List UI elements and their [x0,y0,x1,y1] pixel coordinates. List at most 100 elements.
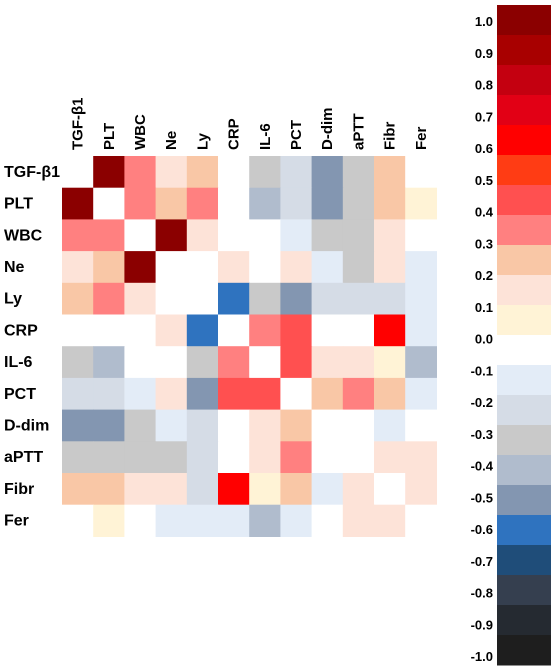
heatmap-cell [311,251,344,284]
heatmap-cell [249,377,281,411]
heatmap-cell [405,314,437,347]
color-scale-swatch [497,485,551,516]
heatmap-cell [186,504,219,537]
color-scale-tick-label: 1.0 [475,14,493,29]
heatmap-cell [155,377,188,411]
heatmap-cell [155,441,188,474]
color-scale-swatch [497,125,551,156]
heatmap-cell [280,346,313,379]
heatmap-cell [218,219,250,252]
heatmap-cell [311,314,344,347]
heatmap-cell [93,187,125,220]
color-scale-tick-label: -0.1 [471,363,493,378]
heatmap-cell [124,409,157,442]
heatmap-cell [124,504,157,537]
heatmap-cell [218,187,250,220]
heatmap-cell [93,156,125,189]
column-label: Fibr [382,122,399,150]
color-scale-swatch [497,35,551,66]
heatmap-cell [311,473,344,506]
heatmap-cell [62,187,94,220]
column-label: aPTT [350,113,367,150]
heatmap-cell [405,219,437,252]
column-label: PCT [288,120,305,150]
heatmap-cell [186,441,219,474]
heatmap-cell [124,441,157,474]
heatmap-cell [186,251,219,284]
color-scale-tick-label: 0.1 [475,300,493,315]
heatmap-cell [62,156,94,189]
heatmap-cell [405,251,437,284]
heatmap-cell [186,156,219,189]
heatmap-cell [249,251,281,284]
heatmap-cell [342,377,375,411]
heatmap-cell [62,441,94,474]
column-labels: TGF-β1 PLT WBC Ne Ly CRP IL-6 PCT D-dim aPTT Fibr F… [70,97,430,150]
heatmap-cell [155,251,188,284]
heatmap-cell [342,346,375,379]
heatmap-cell [186,377,219,411]
heatmap-cell [155,156,188,189]
heatmap-cell [249,156,281,189]
heatmap-cell [405,187,437,220]
heatmap-cell [342,282,375,316]
heatmap-cell [62,377,94,411]
heatmap-cell [155,409,188,442]
color-scale-tick-label: 0.9 [475,46,493,61]
heatmap-cell [155,187,188,220]
heatmap-cell [218,156,250,189]
heatmap-cell [155,219,188,252]
row-label: PCT [4,386,36,403]
column-label: TGF-β1 [70,97,87,150]
heatmap-cells [62,156,437,537]
column-label: Fer [413,126,430,150]
heatmap-cell [93,377,125,411]
heatmap-cell [249,346,281,379]
heatmap-cell [374,504,406,537]
heatmap-cell [405,473,437,506]
color-scale-tick-label: 0.2 [475,268,493,283]
heatmap-cell [93,504,125,537]
heatmap-cell [280,441,313,474]
color-scale-swatch [497,275,551,306]
heatmap-cell [280,409,313,442]
heatmap-cell [124,187,157,220]
heatmap-cell [374,377,406,411]
heatmap-cell [311,377,344,411]
heatmap-cell [93,251,125,284]
color-scale-tick-label: -1.0 [471,649,493,664]
color-scale-swatch [497,455,551,486]
heatmap-cell [280,314,313,347]
row-label: IL-6 [4,354,33,371]
heatmap-cell [155,346,188,379]
heatmap-cell [186,314,219,347]
heatmap-cell [342,314,375,347]
color-scale-tick-label: 0.4 [475,205,494,220]
row-label: PLT [4,196,33,213]
heatmap-cell [62,251,94,284]
row-label: D-dim [4,417,49,434]
heatmap-cell [249,282,281,316]
heatmap-cell [405,282,437,316]
heatmap-cell [62,219,94,252]
heatmap-cell [124,219,157,252]
heatmap-cell [374,219,406,252]
color-scale-swatch [497,425,551,456]
heatmap-cell [218,473,250,506]
color-scale-tick-label: -0.6 [471,522,493,537]
heatmap-cell [186,473,219,506]
row-label: Ly [4,291,22,308]
heatmap-cell [218,314,250,347]
color-scale-swatch [497,545,551,576]
color-scale-tick-label: 0.6 [475,141,493,156]
heatmap-cell [93,282,125,316]
color-scale-tick-label: -0.9 [471,617,493,632]
heatmap-cell [405,377,437,411]
heatmap-cell [124,156,157,189]
color-scale-tick-label: -0.8 [471,586,493,601]
row-label: WBC [4,227,43,244]
heatmap-cell [280,282,313,316]
color-scale-swatch [497,215,551,246]
heatmap-cell [280,156,313,189]
